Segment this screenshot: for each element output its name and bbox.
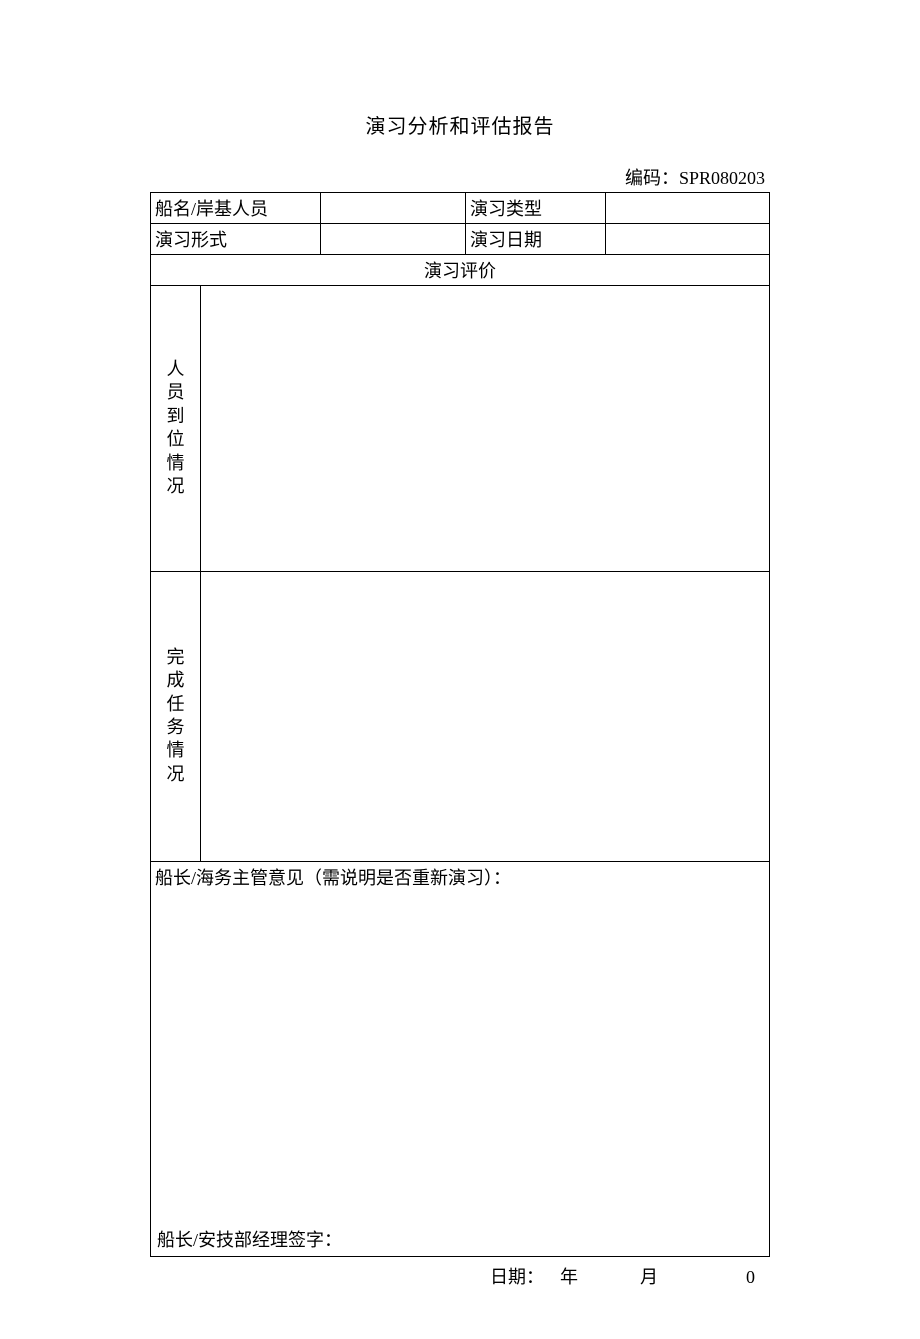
opinion-cell: 船长/海务主管意见（需说明是否重新演习）： 船长/安技部经理签字： [151, 861, 770, 1256]
date-day-value: 0 [735, 1267, 755, 1288]
exercise-form-label: 演习形式 [151, 224, 321, 255]
document-page: 演习分析和评估报告 编码：SPR080203 船名/岸基人员 演习类型 演习形式… [0, 0, 920, 1339]
document-title: 演习分析和评估报告 [150, 110, 770, 139]
evaluation-section-header: 演习评价 [151, 255, 770, 286]
exercise-type-label: 演习类型 [466, 193, 606, 224]
date-month-label: 月 [640, 1263, 735, 1289]
exercise-date-value [606, 224, 770, 255]
task-content [201, 571, 770, 861]
exercise-form-value [321, 224, 466, 255]
opinion-row: 船长/海务主管意见（需说明是否重新演习）： 船长/安技部经理签字： [151, 861, 770, 1256]
personnel-label-cell: 人员到位情况 [151, 286, 201, 571]
ship-name-value [321, 193, 466, 224]
signature-label: 船长/安技部经理签字： [157, 1226, 342, 1252]
date-year-label: 年 [560, 1263, 640, 1289]
task-row: 完成任务情况 [151, 571, 770, 861]
task-label-cell: 完成任务情况 [151, 571, 201, 861]
code-value: SPR080203 [679, 168, 765, 188]
personnel-content [201, 286, 770, 571]
exercise-date-label: 演习日期 [466, 224, 606, 255]
ship-name-label: 船名/岸基人员 [151, 193, 321, 224]
header-row-2: 演习形式 演习日期 [151, 224, 770, 255]
personnel-row: 人员到位情况 [151, 286, 770, 571]
personnel-label: 人员到位情况 [167, 358, 185, 498]
exercise-type-value [606, 193, 770, 224]
header-row-1: 船名/岸基人员 演习类型 [151, 193, 770, 224]
evaluation-table: 人员到位情况 完成任务情况 船长/海务主管意见（需说明是否重新演习）： 船长/安… [150, 286, 770, 1257]
evaluation-header-row: 演习评价 [151, 255, 770, 286]
form-table: 船名/岸基人员 演习类型 演习形式 演习日期 演习评价 [150, 192, 770, 286]
date-label: 日期： [490, 1263, 560, 1289]
opinion-header: 船长/海务主管意见（需说明是否重新演习）： [155, 864, 765, 890]
code-label: 编码： [625, 168, 679, 188]
code-line: 编码：SPR080203 [150, 164, 770, 190]
task-label: 完成任务情况 [167, 646, 185, 786]
date-footer: 日期：年月0 [150, 1263, 770, 1289]
